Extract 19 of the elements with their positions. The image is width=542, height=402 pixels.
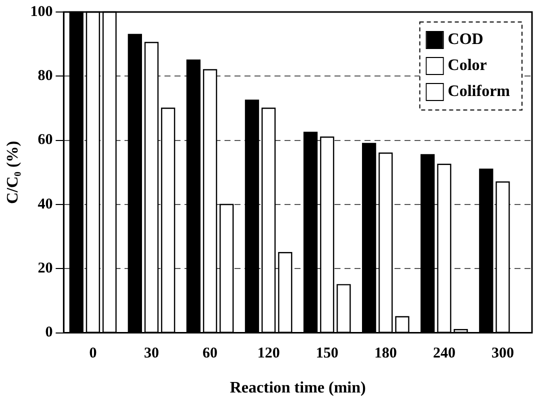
legend-label: Color xyxy=(448,57,487,74)
y-tick-label: 80 xyxy=(38,68,53,84)
x-tick-label: 60 xyxy=(202,346,218,362)
x-tick-label: 0 xyxy=(89,346,97,362)
x-tick-label: 150 xyxy=(316,346,338,362)
y-axis-title: C/C₀ (%) xyxy=(4,140,22,204)
x-tick-label: 30 xyxy=(144,346,160,362)
y-tick-label: 100 xyxy=(30,4,53,20)
legend-label: Coliform xyxy=(448,83,511,100)
y-tick-label: 60 xyxy=(38,132,53,148)
y-tick-label: 40 xyxy=(38,196,53,212)
x-tick-label: 180 xyxy=(374,346,397,362)
x-tick-label: 120 xyxy=(257,346,280,362)
x-tick-label: 240 xyxy=(432,346,456,362)
x-tick-label: 300 xyxy=(491,346,514,362)
x-axis-title: Reaction time (min) xyxy=(230,380,366,397)
y-tick-label: 20 xyxy=(38,260,53,277)
legend-label: COD xyxy=(448,31,484,48)
y-tick-label: 0 xyxy=(45,324,53,341)
